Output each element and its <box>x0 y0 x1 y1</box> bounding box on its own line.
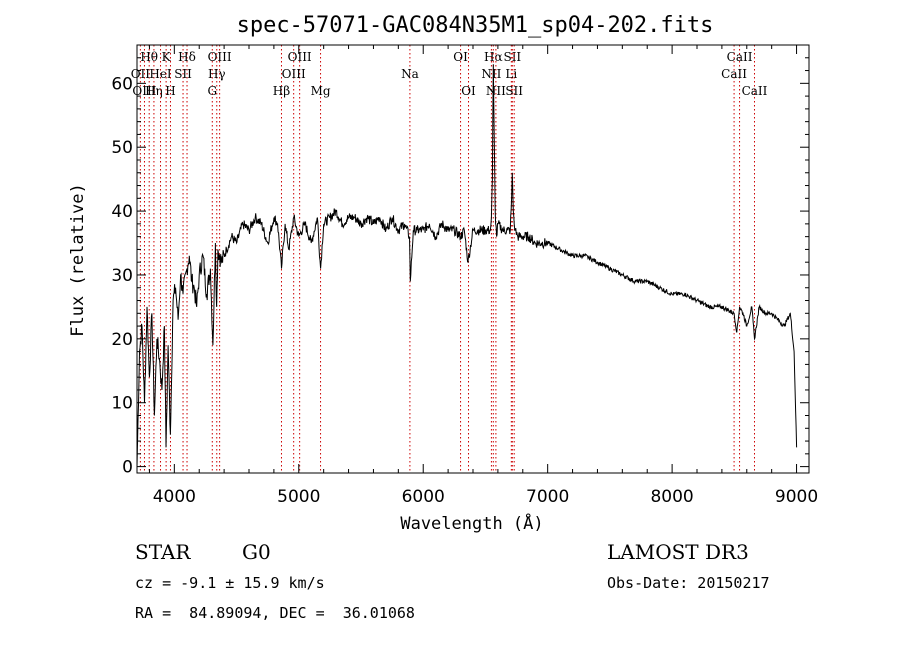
plot-frame <box>136 44 810 474</box>
line-label-27: CaII <box>742 84 768 98</box>
line-label-26: CaII <box>721 67 747 81</box>
y-axis-label: Flux (relative) <box>68 183 88 337</box>
line-label-16: Na <box>401 67 419 81</box>
y-tick-label-6: 60 <box>111 74 133 94</box>
line-label-1: OII <box>131 67 151 81</box>
x-tick-label-3: 7000 <box>526 487 569 507</box>
line-label-2: OIII <box>132 84 156 98</box>
line-label-15: Mg <box>311 84 331 98</box>
line-label-9: OIII <box>208 50 232 64</box>
x-axis: 4000 5000 6000 7000 8000 9000 <box>148 45 818 507</box>
y-tick-label-2: 20 <box>111 330 133 350</box>
y-tick-label-1: 10 <box>111 394 133 414</box>
line-label-12: OIII <box>288 50 312 64</box>
x-axis-label: Wavelength (Å) <box>400 512 543 534</box>
obs-date: Obs-Date: 20150217 <box>607 574 770 592</box>
coordinates-text: RA = 84.89094, DEC = 36.01068 <box>135 604 415 622</box>
x-tick-label-2: 6000 <box>402 487 445 507</box>
chart-title: spec-57071-GAC084N35M1_sp04-202.fits <box>237 13 714 38</box>
line-label-19: Hα <box>484 50 503 64</box>
line-label-20: SII <box>503 50 521 64</box>
survey-name: LAMOST DR3 <box>607 540 749 564</box>
y-tick-label-4: 40 <box>111 202 133 222</box>
line-label-11: G <box>207 84 217 98</box>
spectrum-line <box>136 64 798 467</box>
redshift-text: cz = -9.1 ± 15.9 km/s <box>135 574 325 592</box>
line-label-24: SII <box>505 84 523 98</box>
x-tick-label-4: 8000 <box>650 487 693 507</box>
line-label-18: OI <box>461 84 476 98</box>
y-tick-label-5: 50 <box>111 138 133 158</box>
line-label-6: SII <box>174 67 192 81</box>
y-axis: 0 10 20 30 40 50 60 <box>111 57 809 478</box>
line-label-8: Hδ <box>178 50 196 64</box>
line-label-0: Hθ <box>140 50 158 64</box>
line-label-14: Hβ <box>273 84 290 98</box>
object-class: STAR <box>135 540 191 564</box>
x-tick-label-1: 5000 <box>277 487 320 507</box>
object-subclass: G0 <box>242 540 271 564</box>
x-tick-label-0: 4000 <box>153 487 196 507</box>
line-label-23: NII <box>486 84 506 98</box>
line-label-21: NII <box>481 67 501 81</box>
line-label-4: HeI <box>149 67 172 81</box>
line-label-7: H <box>165 84 175 98</box>
line-label-22: Li <box>505 67 517 81</box>
line-label-3: Hη <box>145 84 163 98</box>
line-label-17: OI <box>453 50 468 64</box>
y-tick-label-0: 0 <box>122 458 133 478</box>
line-label-13: OIII <box>282 67 306 81</box>
line-label-5: K <box>162 50 172 64</box>
line-label-10: Hγ <box>208 67 226 81</box>
line-label-25: CaII <box>727 50 753 64</box>
spectrum-series <box>136 64 798 467</box>
x-tick-label-5: 9000 <box>775 487 818 507</box>
y-tick-label-3: 30 <box>111 266 133 286</box>
